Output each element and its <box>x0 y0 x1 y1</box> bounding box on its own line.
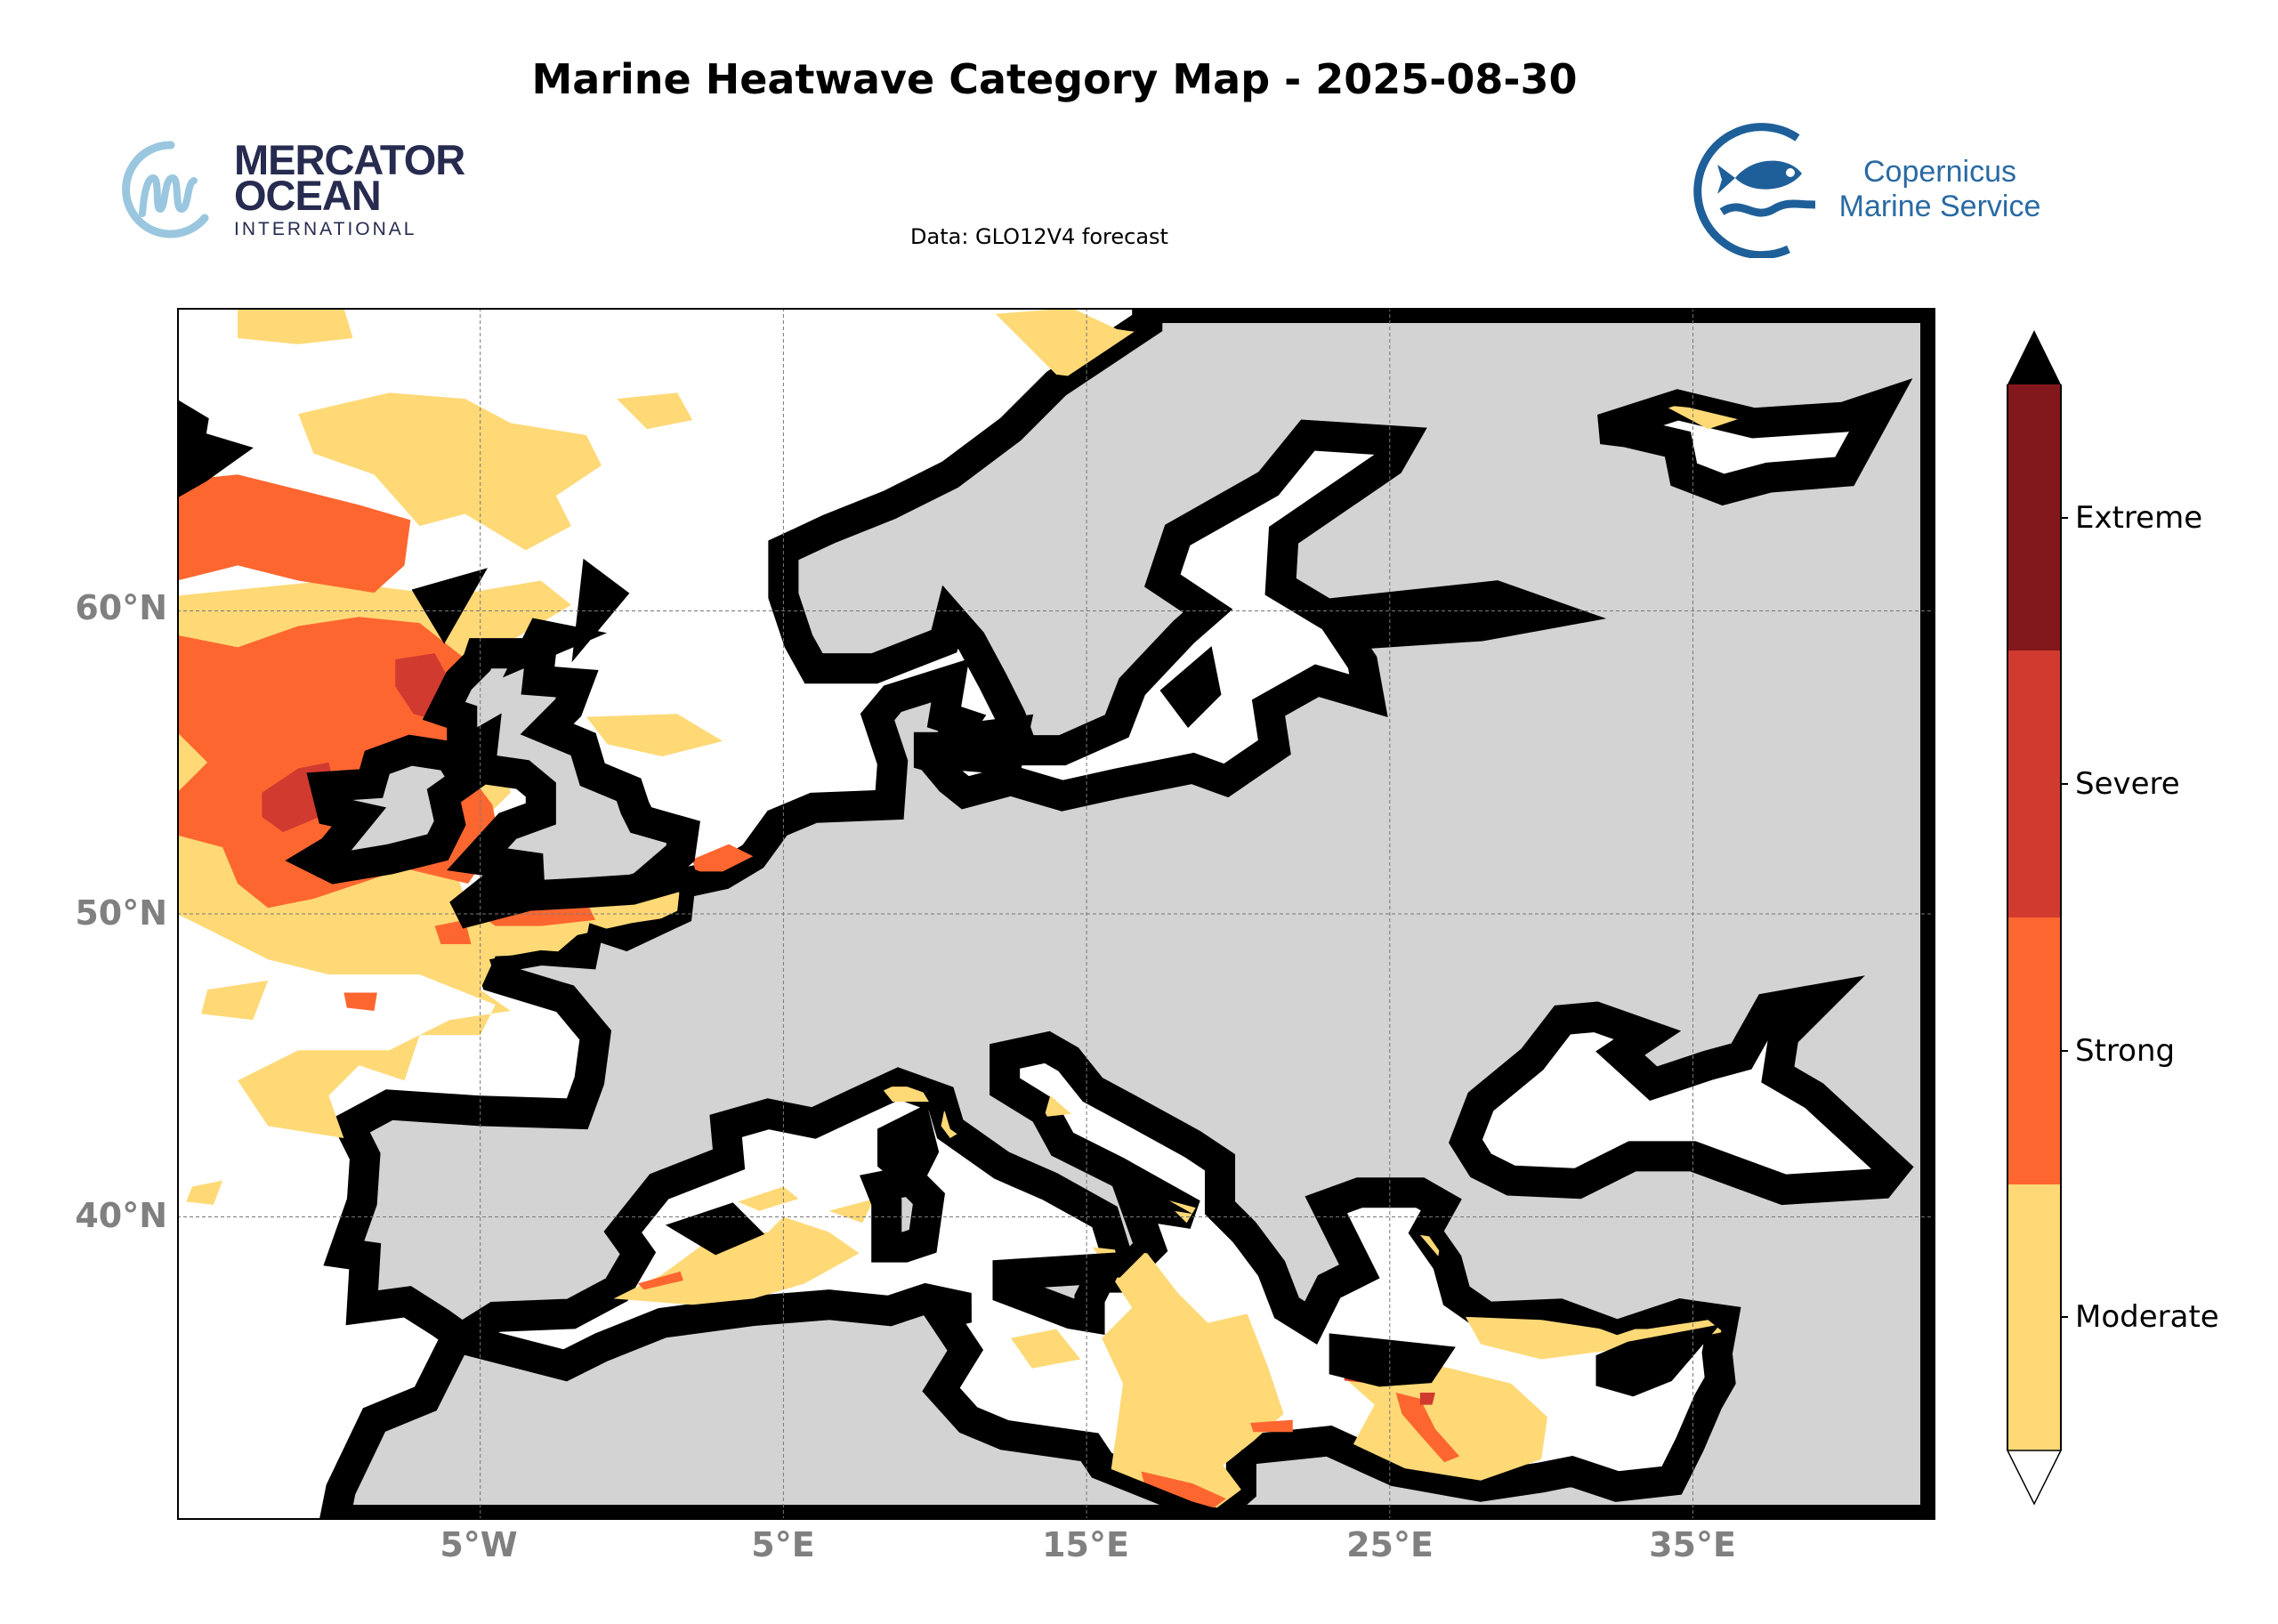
mercator-logo-text: OCEAN <box>234 172 382 219</box>
colorbar-label-extreme: Extreme <box>2075 500 2203 536</box>
colorbar-segment-moderate <box>2007 1184 2061 1450</box>
lon-tick-label: 5°W <box>440 1525 518 1564</box>
copernicus-fish-icon <box>1693 123 1816 260</box>
colorbar-extend-max <box>2007 330 2061 384</box>
map-frame <box>177 308 1935 1520</box>
colorbar-label-moderate: Moderate <box>2075 1299 2219 1335</box>
mercator-logo-text: INTERNATIONAL <box>234 219 417 239</box>
mercator-ocean-logo <box>116 138 218 240</box>
mercator-logo-text: MERCATOR <box>234 136 465 183</box>
colorbar-label-severe: Severe <box>2075 766 2180 802</box>
mercator-logo-icon <box>122 141 209 238</box>
colorbar-segment-severe <box>2007 650 2061 917</box>
lon-tick-label: 5°E <box>751 1525 815 1564</box>
copernicus-logo <box>1691 116 1833 260</box>
map-title: Marine Heatwave Category Map - 2025-08-3… <box>531 55 1578 103</box>
data-source-subtitle: Data: GLO12V4 forecast <box>910 224 1168 249</box>
colorbar-segment-strong <box>2007 917 2061 1184</box>
lat-tick-label: 40°N <box>75 1196 167 1235</box>
colorbar-segment-extreme <box>2007 384 2061 651</box>
lon-tick-label: 15°E <box>1042 1525 1129 1564</box>
copernicus-logo-text: Marine Service <box>1838 190 2041 223</box>
lat-tick-label: 50°N <box>75 893 167 933</box>
graticule <box>177 308 1935 1520</box>
copernicus-logo-text: Copernicus <box>1863 155 2016 189</box>
heatwave-map <box>177 308 1935 1520</box>
colorbar <box>2002 325 2073 1513</box>
colorbar-extend-min <box>2006 1450 2063 1506</box>
lon-tick-label: 35°E <box>1649 1525 1736 1564</box>
colorbar-label-strong: Strong <box>2075 1033 2176 1069</box>
lat-tick-label: 60°N <box>75 588 167 627</box>
lon-tick-label: 25°E <box>1346 1525 1434 1564</box>
